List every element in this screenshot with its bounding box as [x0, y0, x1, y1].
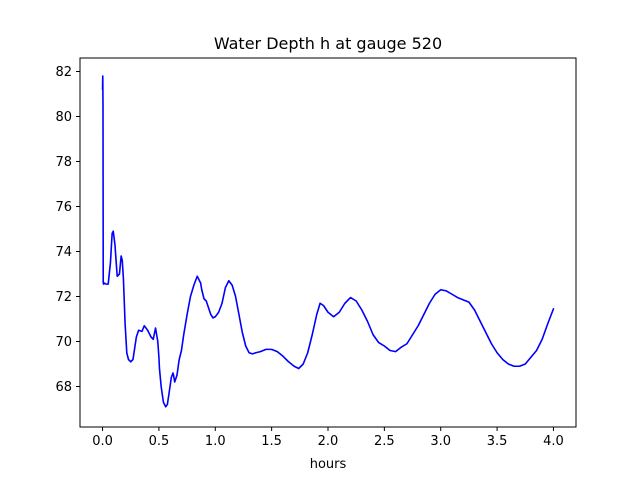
y-tick-label: 80: [55, 110, 72, 125]
y-tick-label: 68: [55, 380, 72, 395]
x-tick-label: 0.5: [149, 434, 170, 449]
plot-frame: [79, 57, 577, 428]
x-tick-label: 2.5: [374, 434, 395, 449]
series-layer: [101, 75, 555, 408]
y-tick-label: 76: [55, 200, 72, 215]
x-tick-label: 0.0: [92, 434, 113, 449]
x-tick-label: 4.0: [543, 434, 564, 449]
y-axis-ticks: 68 70 72 74 76 78 80 82: [55, 65, 80, 395]
series-line-0: [101, 75, 555, 408]
chart-title: Water Depth h at gauge 520: [214, 34, 442, 53]
x-axis-ticks: 0.0 0.5 1.0 1.5 2.0 2.5 3.0 3.5 4.0: [92, 427, 564, 449]
x-tick-label: 3.5: [487, 434, 508, 449]
x-tick-label: 3.0: [430, 434, 451, 449]
y-tick-label: 70: [55, 335, 72, 350]
x-tick-label: 2.0: [318, 434, 339, 449]
y-tick-label: 78: [55, 155, 72, 170]
y-tick-label: 72: [55, 290, 72, 305]
y-tick-label: 82: [55, 65, 72, 80]
y-tick-label: 74: [55, 245, 72, 260]
x-tick-label: 1.0: [205, 434, 226, 449]
x-axis-label: hours: [310, 457, 347, 472]
x-tick-label: 1.5: [261, 434, 282, 449]
